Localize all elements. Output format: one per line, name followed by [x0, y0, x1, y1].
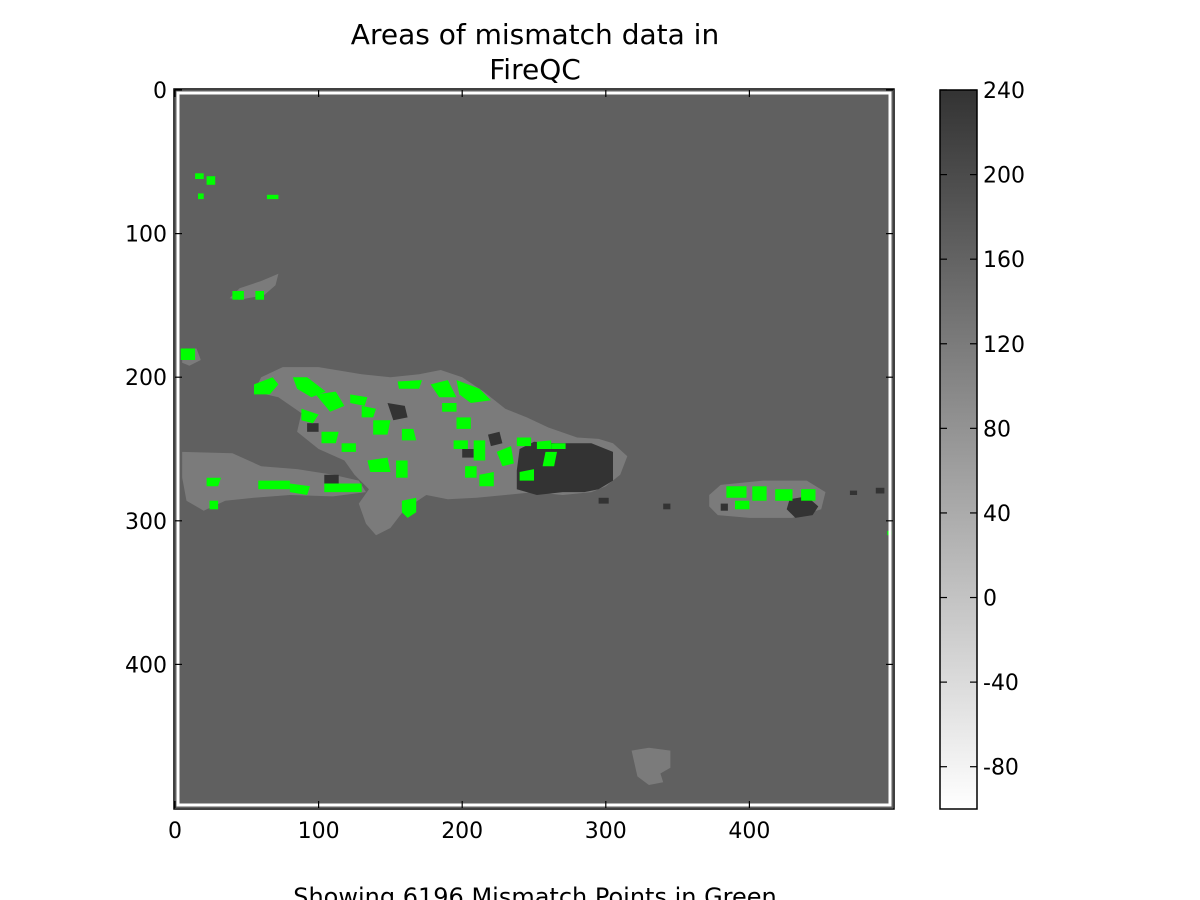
mismatch-region: [465, 466, 477, 478]
mismatch-region: [373, 420, 391, 435]
mismatch-region: [726, 486, 747, 498]
mismatch-region: [473, 440, 486, 461]
mismatch-region: [209, 500, 219, 510]
high-value-region: [324, 474, 339, 484]
mismatch-region: [315, 391, 345, 412]
mismatch-region: [752, 486, 767, 501]
mismatch-region: [396, 460, 408, 478]
mismatch-region: [255, 291, 264, 300]
chart-title-line-1: Areas of mismatch data in: [351, 18, 719, 51]
high-value-region: [462, 449, 474, 458]
y-axis: 0 100 200 300 400: [125, 79, 893, 678]
colorbar-tick-label: 120: [983, 333, 1025, 358]
mismatch-region: [254, 377, 279, 395]
mismatch-region: [775, 489, 793, 501]
x-tick-label: 100: [298, 819, 340, 844]
mismatch-region: [496, 446, 514, 467]
heatmap-area: [173, 88, 895, 810]
mismatch-region: [232, 291, 244, 300]
x-tick-label: 300: [585, 819, 627, 844]
mismatch-region: [361, 405, 376, 418]
mismatch-region: [479, 472, 494, 487]
high-value-region: [516, 441, 613, 495]
high-value-region: [720, 503, 728, 511]
plot-frame: [173, 88, 895, 810]
mismatch-region: [301, 408, 319, 424]
chart-title-line-2: FireQC: [489, 53, 581, 86]
high-value-region: [598, 497, 609, 504]
colorbar-tick-label: -80: [983, 756, 1019, 781]
mismatch-region: [401, 497, 417, 518]
x-tick-label: 0: [168, 819, 182, 844]
y-tick-label: 200: [125, 366, 167, 391]
mismatch-region: [401, 428, 417, 441]
high-value-region: [488, 431, 503, 447]
mismatch-region: [801, 489, 816, 501]
colorbar-tick-label: 40: [983, 502, 1011, 527]
colorbar-tick-label: 240: [983, 79, 1025, 104]
x-axis: 0 100 200 300 400: [168, 90, 770, 844]
y-tick-label: 100: [125, 223, 167, 248]
mismatch-region: [206, 176, 216, 185]
colorbar-tick-label: 0: [983, 587, 997, 612]
colorbar-ticks: 240 200 160 120 80 40 0 -40 -80: [940, 79, 1025, 781]
high-value-region: [307, 423, 319, 432]
mismatch-region: [292, 377, 326, 398]
high-value-region: [786, 496, 819, 518]
colorbar: [939, 89, 978, 810]
mismatch-region: [206, 477, 221, 487]
image-border: [176, 91, 892, 807]
mismatch-region: [519, 469, 534, 481]
mismatch-region: [430, 380, 457, 398]
mismatch-region: [350, 394, 368, 406]
mismatch-region: [551, 443, 566, 449]
high-value-region: [875, 487, 885, 494]
mismatch-region: [367, 457, 391, 472]
mismatch-region: [397, 380, 422, 389]
mismatch-region: [289, 483, 310, 495]
mismatch-region: [321, 431, 339, 444]
mismatch-region: [180, 348, 196, 360]
mismatch-region: [542, 451, 557, 467]
x-axis-label: Showing 6196 Mismatch Points in Green: [293, 883, 777, 900]
mismatch-region: [341, 443, 356, 452]
mismatch-region: [456, 417, 471, 429]
high-value-region: [849, 490, 858, 495]
y-tick-label: 400: [125, 653, 167, 678]
mismatch-region: [516, 437, 532, 447]
mismatch-region: [258, 480, 290, 490]
colorbar-tick-label: 200: [983, 164, 1025, 189]
mismatch-region: [195, 173, 204, 179]
colorbar-tick-label: 80: [983, 417, 1011, 442]
colorbar-tick-label: 160: [983, 248, 1025, 273]
mismatch-region: [442, 403, 457, 412]
y-tick-label: 0: [153, 79, 167, 104]
land-region: [631, 747, 671, 785]
mismatch-region: [324, 483, 362, 493]
x-tick-label: 400: [728, 819, 770, 844]
mismatch-region: [198, 193, 204, 200]
high-value-region: [387, 403, 408, 421]
mismatch-region: [735, 500, 750, 510]
colorbar-tick-label: -40: [983, 671, 1019, 696]
y-tick-label: 300: [125, 510, 167, 535]
mismatch-region: [456, 380, 491, 403]
mismatch-region: [453, 440, 468, 449]
high-value-region: [663, 503, 671, 510]
mismatch-region: [536, 440, 552, 449]
x-tick-label: 200: [441, 819, 483, 844]
land-region: [254, 367, 628, 536]
mismatch-region: [266, 194, 279, 200]
